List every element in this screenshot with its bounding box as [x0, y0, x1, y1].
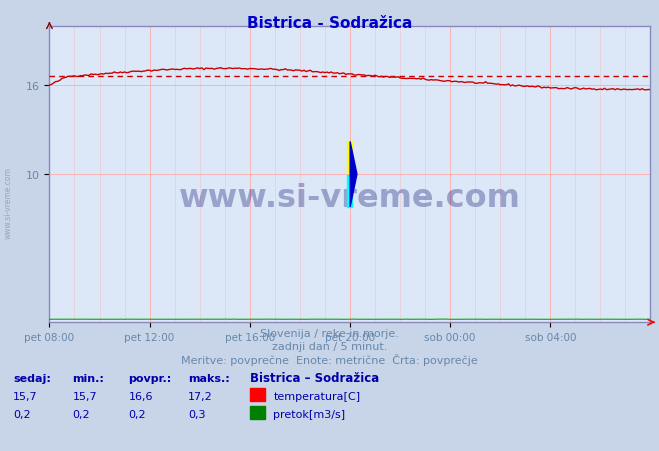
- Bar: [347, 175, 352, 207]
- Text: zadnji dan / 5 minut.: zadnji dan / 5 minut.: [272, 341, 387, 351]
- Text: Bistrica - Sodražica: Bistrica - Sodražica: [247, 16, 412, 31]
- Text: 0,2: 0,2: [129, 409, 146, 419]
- Text: 0,2: 0,2: [13, 409, 31, 419]
- Text: 0,3: 0,3: [188, 409, 206, 419]
- Text: 15,7: 15,7: [13, 391, 38, 401]
- Text: Slovenija / reke in morje.: Slovenija / reke in morje.: [260, 328, 399, 338]
- Text: pretok[m3/s]: pretok[m3/s]: [273, 409, 345, 419]
- Text: sedaj:: sedaj:: [13, 373, 51, 383]
- Text: 15,7: 15,7: [72, 391, 97, 401]
- Text: maks.:: maks.:: [188, 373, 229, 383]
- Text: 17,2: 17,2: [188, 391, 213, 401]
- Text: www.si-vreme.com: www.si-vreme.com: [3, 167, 13, 239]
- Text: Bistrica – Sodražica: Bistrica – Sodražica: [250, 371, 380, 384]
- Text: Meritve: povprečne  Enote: metrične  Črta: povprečje: Meritve: povprečne Enote: metrične Črta:…: [181, 353, 478, 365]
- Text: povpr.:: povpr.:: [129, 373, 172, 383]
- Polygon shape: [350, 142, 357, 207]
- Text: 0,2: 0,2: [72, 409, 90, 419]
- Text: min.:: min.:: [72, 373, 104, 383]
- Text: www.si-vreme.com: www.si-vreme.com: [179, 183, 521, 214]
- Text: 16,6: 16,6: [129, 391, 153, 401]
- Bar: [347, 142, 352, 174]
- Text: temperatura[C]: temperatura[C]: [273, 391, 360, 401]
